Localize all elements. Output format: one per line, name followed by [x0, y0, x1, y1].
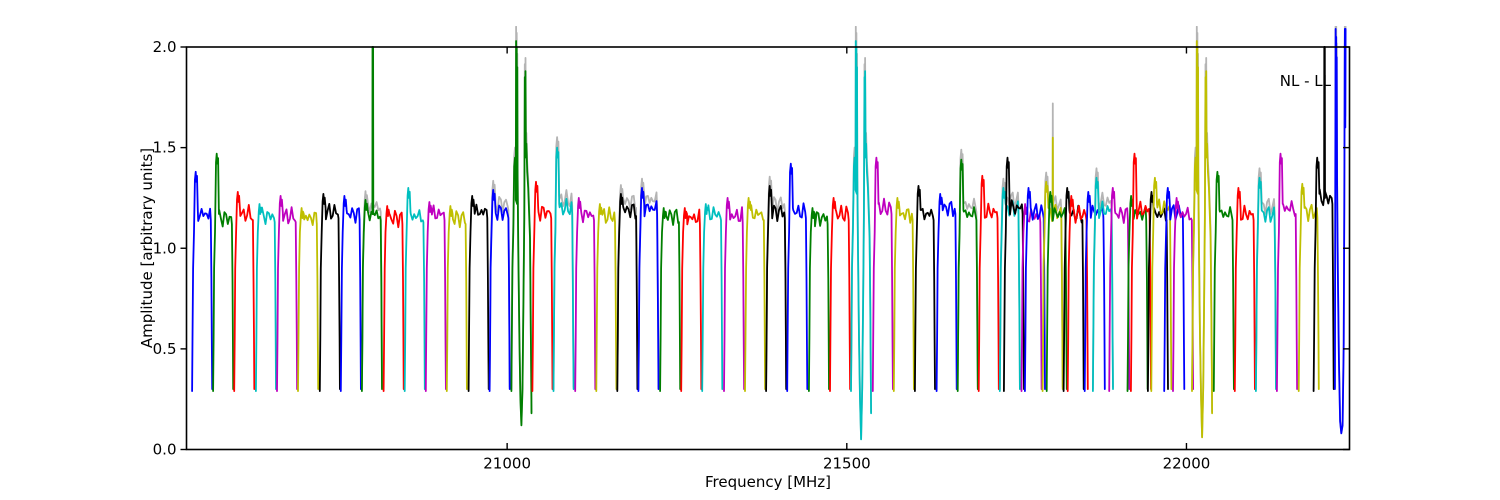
band-curve-m — [574, 196, 597, 393]
y-tick-label: 0.0 — [153, 441, 177, 459]
band-curve-y — [744, 196, 766, 393]
band-curve-k — [914, 184, 936, 393]
band-curve-g — [212, 152, 235, 393]
band-curve-k — [765, 184, 788, 393]
band-curve-c — [701, 203, 724, 393]
band-curve-g — [1212, 170, 1235, 393]
band-curve-m — [723, 196, 745, 393]
y-tick-label: 2.0 — [153, 38, 177, 56]
band-curve-y — [297, 207, 320, 393]
band-curve-b — [1083, 190, 1106, 393]
band-curve-r — [977, 174, 1000, 393]
band-curve-y — [445, 205, 468, 393]
band-curve-g — [808, 207, 830, 393]
band-underlay-gray — [850, 26, 872, 441]
band-curve-c — [1255, 176, 1277, 393]
y-tick-label: 1.5 — [153, 139, 177, 157]
band-curve-r — [680, 207, 703, 393]
band-curve-b — [191, 170, 214, 393]
band-underlay-gray — [510, 26, 533, 426]
band-curve-y — [1297, 182, 1320, 393]
y-tick-label: 0.5 — [153, 340, 177, 358]
x-tick-label: 21500 — [823, 455, 871, 473]
band-curve-k — [616, 192, 639, 393]
band-curve-b — [1334, 27, 1347, 435]
band-curve-m — [424, 201, 447, 393]
band-curve-m — [871, 156, 894, 393]
band-curve-r — [1233, 186, 1256, 393]
band-curve-g — [360, 198, 383, 393]
y-tick-label: 1.0 — [153, 239, 177, 257]
band-top-spike — [1323, 46, 1326, 199]
band-curve-b — [637, 186, 660, 393]
band-curve-g — [956, 158, 979, 393]
band-curve-m — [1020, 203, 1043, 393]
band-curve-g — [659, 207, 682, 393]
band-curve-k — [318, 192, 341, 393]
y-axis-label: Amplitude [arbitrary units] — [138, 148, 156, 348]
band-curve-k — [1062, 186, 1085, 393]
band-curves — [191, 26, 1347, 441]
band-curve-b — [1163, 186, 1186, 393]
band-curve-g — [1126, 194, 1149, 393]
band-curve-c — [850, 40, 872, 441]
band-curve-y — [595, 203, 618, 393]
x-tick-label: 22000 — [1163, 455, 1211, 473]
x-tick-label: 21000 — [483, 455, 531, 473]
band-curve-r — [531, 180, 554, 393]
band-curve-b — [488, 188, 511, 393]
band-curve-y — [1191, 40, 1213, 439]
band-curve-k — [1003, 156, 1025, 393]
band-curve-b — [339, 194, 362, 393]
band-curve-b — [935, 192, 958, 393]
band-curve-b — [1024, 186, 1046, 393]
band-curve-m — [1108, 186, 1131, 393]
axis-ticks — [180, 46, 1350, 451]
band-top-spike — [371, 46, 375, 215]
band-curve-r — [829, 196, 851, 393]
band-curve-m — [276, 194, 299, 393]
band-curve-r — [1130, 152, 1152, 393]
tick-labels: 21000 21500 22000 0.0 0.5 1.0 1.5 2.0 — [153, 38, 1211, 473]
band-curve-r — [233, 190, 256, 393]
band-curve-b — [786, 162, 809, 393]
band-curve-m — [1172, 196, 1194, 393]
x-axis-label: Frequency [MHz] — [705, 473, 831, 491]
band-curve-c — [998, 186, 1021, 393]
band-curve-k — [467, 194, 490, 393]
band-curve-m — [1276, 152, 1298, 393]
band-curve-c — [403, 186, 426, 393]
band-curve-k — [1312, 156, 1335, 393]
band-curve-c — [552, 146, 575, 393]
band-curve-y — [892, 196, 915, 393]
band-underlay-gray — [1191, 26, 1213, 438]
band-curve-r — [382, 205, 405, 393]
band-curve-g — [510, 40, 533, 427]
correlation-label: NL - LL — [1280, 72, 1332, 90]
band-curve-c — [254, 203, 277, 393]
